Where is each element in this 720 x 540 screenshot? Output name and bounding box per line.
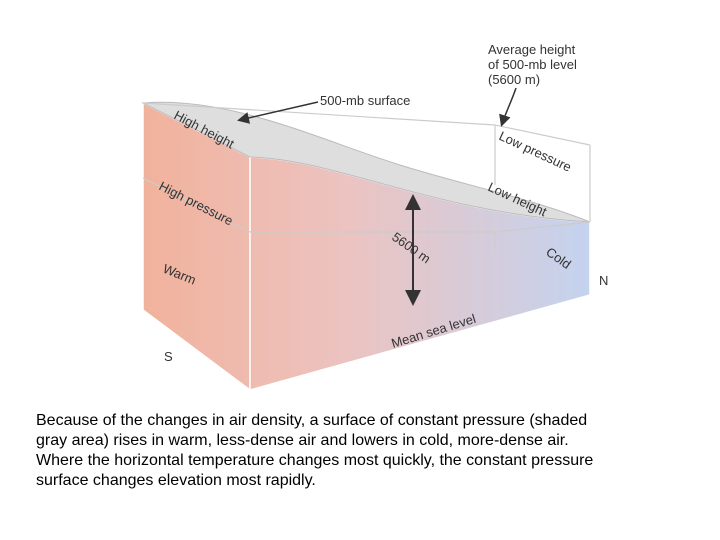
south-label: S [164,349,173,364]
height-arrow [499,87,517,127]
caption-line: Because of the changes in air density, a… [36,412,588,429]
caption-line: Where the horizontal temperature changes… [36,452,594,469]
box-edges [142,102,591,250]
diagram: Average height of 500-mb level (5600 m) … [141,42,608,392]
average-height-label: Average height [488,42,576,57]
pressure-surface [141,101,591,223]
caption-line: surface changes elevation most rapidly. [36,472,316,489]
caption-line: gray area) rises in warm, less-dense air… [36,432,569,449]
surface-arrow [237,101,319,124]
surface-label: 500-mb surface [320,93,410,108]
average-height-label: (5600 m) [488,72,540,87]
north-label: N [599,273,608,288]
caption: Because of the changes in air density, a… [36,411,696,491]
average-height-label: of 500-mb level [488,57,577,72]
low-pressure-label: Low pressure [497,128,574,175]
